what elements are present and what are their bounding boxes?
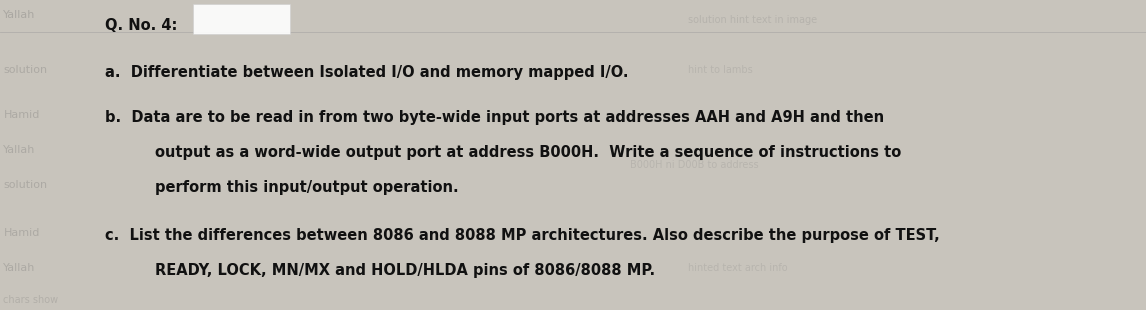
Text: READY, LOCK, MN/MX and HOLD/HLDA pins of 8086/8088 MP.: READY, LOCK, MN/MX and HOLD/HLDA pins of… <box>155 263 654 278</box>
Text: solution hint text in image: solution hint text in image <box>688 15 817 25</box>
Text: perform this input/output operation.: perform this input/output operation. <box>155 180 458 195</box>
Text: hinted text arch info: hinted text arch info <box>688 263 787 273</box>
Text: Yallah: Yallah <box>3 145 36 155</box>
Text: solution: solution <box>3 65 48 75</box>
Text: Yallah: Yallah <box>3 263 36 273</box>
Bar <box>193 4 290 34</box>
Text: solution: solution <box>3 180 48 190</box>
Text: b.  Data are to be read in from two byte-wide input ports at addresses AAH and A: b. Data are to be read in from two byte-… <box>105 110 885 125</box>
Text: Hamid: Hamid <box>3 228 40 238</box>
Text: a.  Differentiate between Isolated I/O and memory mapped I/O.: a. Differentiate between Isolated I/O an… <box>105 65 629 80</box>
Text: hint to lambs: hint to lambs <box>688 65 753 75</box>
Text: output as a word-wide output port at address B000H.  Write a sequence of instruc: output as a word-wide output port at add… <box>155 145 901 160</box>
Text: Hamid: Hamid <box>3 110 40 120</box>
Text: Yallah: Yallah <box>3 10 36 20</box>
Text: chars show: chars show <box>3 295 58 305</box>
Text: B000H ni D00B to address: B000H ni D00B to address <box>630 160 759 170</box>
Text: Q. No. 4:: Q. No. 4: <box>105 18 178 33</box>
Text: c.  List the differences between 8086 and 8088 MP architectures. Also describe t: c. List the differences between 8086 and… <box>105 228 940 243</box>
